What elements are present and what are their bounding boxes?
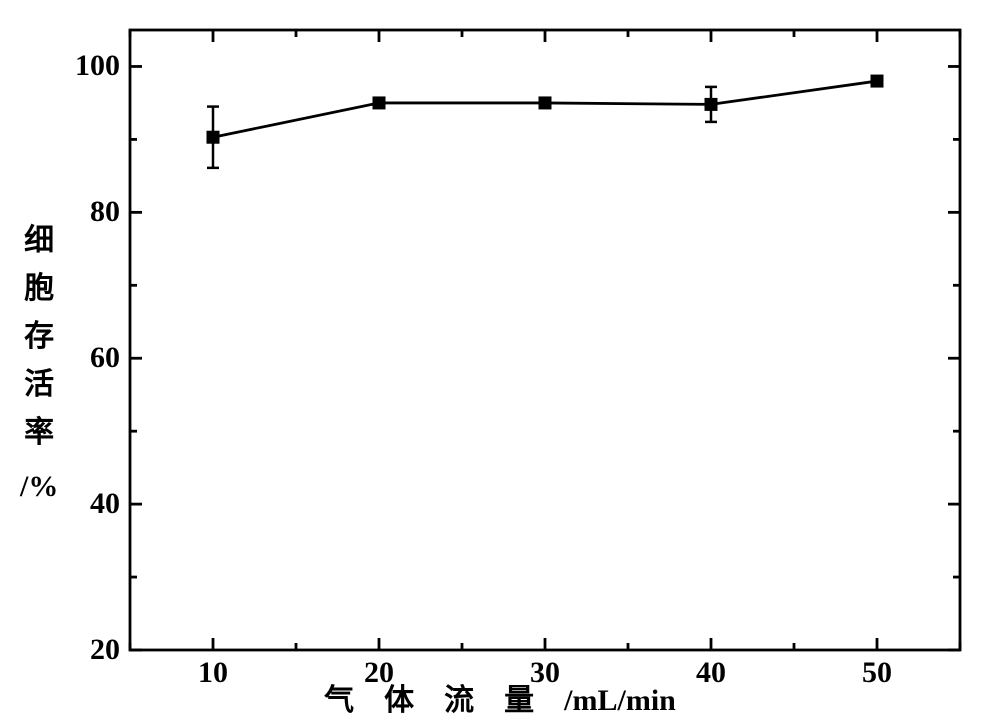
y-tick-label: 60 bbox=[90, 341, 120, 375]
y-tick-label: 100 bbox=[75, 49, 120, 83]
x-tick-label: 50 bbox=[862, 656, 892, 690]
x-tick-label: 30 bbox=[530, 656, 560, 690]
y-tick-label: 80 bbox=[90, 195, 120, 229]
x-tick-label: 40 bbox=[696, 656, 726, 690]
y-axis-label: 细胞存活率/% bbox=[20, 0, 58, 727]
x-tick-label: 10 bbox=[198, 656, 228, 690]
chart-container: 细胞存活率/% 气 体 流 量 /mL/min 10 20 30 40 50 20 40 60… bbox=[0, 0, 1000, 727]
x-axis-label: 气 体 流 量 /mL/min bbox=[0, 675, 1000, 719]
y-tick-label: 20 bbox=[90, 633, 120, 667]
x-tick-label: 20 bbox=[364, 656, 394, 690]
y-tick-label: 40 bbox=[90, 487, 120, 521]
chart-svg bbox=[0, 0, 1000, 727]
